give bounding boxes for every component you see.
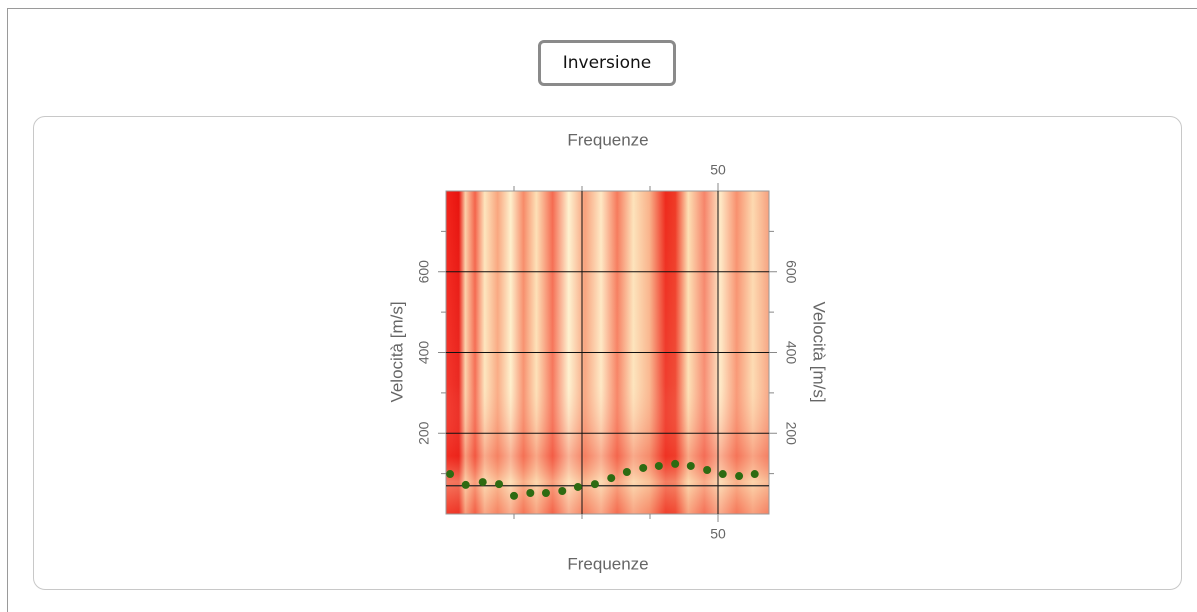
point	[703, 465, 712, 474]
point	[478, 478, 487, 487]
point	[446, 470, 455, 479]
point	[526, 489, 535, 498]
point	[718, 470, 727, 479]
x-axis-label: Frequenze	[567, 554, 648, 573]
x-tick-label: 50	[710, 526, 726, 542]
y-axis-label-right: Velocità [m/s]	[810, 301, 829, 402]
point	[558, 486, 567, 495]
point	[510, 491, 518, 500]
y-tick-label: 600	[783, 260, 799, 284]
point	[735, 472, 744, 481]
y-axis-label: Velocità [m/s]	[387, 301, 406, 402]
point	[654, 461, 663, 470]
chart-panel	[33, 116, 1182, 590]
point	[750, 470, 759, 479]
y-tick-label: 400	[416, 341, 432, 365]
point	[639, 463, 648, 472]
x-tick-label: 50	[710, 162, 726, 178]
x-axis-label-top: Frequenze	[567, 130, 648, 149]
y-tick-label: 200	[783, 422, 799, 446]
point	[686, 461, 695, 470]
point	[573, 482, 582, 491]
window-frame	[7, 8, 1197, 612]
point	[671, 459, 680, 468]
y-tick-label: 600	[416, 260, 432, 284]
point	[607, 474, 616, 483]
point	[622, 468, 631, 477]
inversione-button[interactable]: Inversione	[538, 40, 676, 86]
y-tick-label: 400	[783, 341, 799, 365]
point	[461, 480, 470, 489]
y-tick-label: 200	[416, 421, 432, 445]
point	[541, 489, 550, 498]
point	[590, 480, 599, 489]
point	[495, 480, 504, 489]
